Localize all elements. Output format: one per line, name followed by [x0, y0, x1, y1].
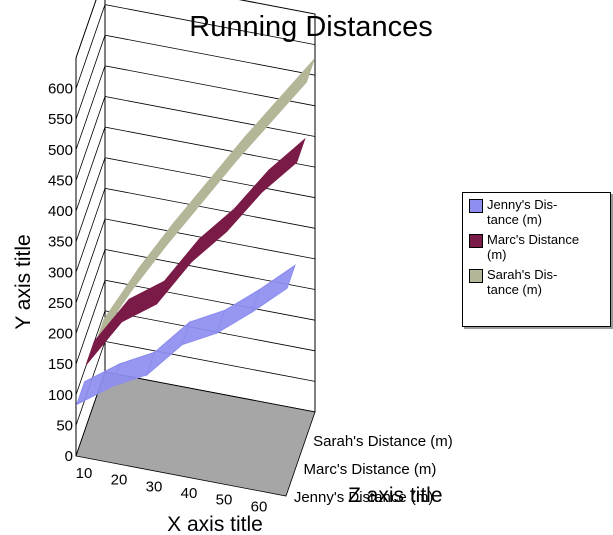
chart-title: Running Distances	[189, 11, 432, 43]
y-axis-title: Y axis title	[12, 234, 35, 329]
y-tick-label: 250	[48, 295, 73, 312]
series-1	[86, 137, 306, 365]
z-category-label: Sarah's Distance (m)	[313, 433, 453, 450]
legend-label-sarah-line2: tance (m)	[487, 282, 542, 297]
chart-floor	[75, 371, 316, 497]
gridline	[75, 218, 316, 304]
gridline	[75, 157, 316, 242]
legend: Jenny's Dis- tance (m) Marc's Distance (…	[462, 192, 611, 327]
gridline	[75, 310, 316, 395]
y-tick-label: 100	[48, 387, 73, 404]
ribbon-segment	[270, 59, 315, 122]
legend-swatch-jenny	[469, 199, 483, 213]
y-tick-label: 50	[56, 417, 73, 434]
z-axis-title: Z axis title	[348, 484, 443, 507]
y-tick-label: 200	[48, 326, 73, 343]
y-tick-label: 400	[48, 203, 73, 220]
floor-plane	[75, 371, 316, 497]
y-tick-label: 0	[65, 448, 73, 465]
x-tick-label: 20	[111, 472, 128, 489]
series-2	[95, 59, 315, 343]
x-tick-labels: 10 20 30 40 50 60	[76, 465, 268, 515]
legend-label-jenny-line2: tance (m)	[487, 212, 542, 227]
z-tick-labels: Jenny's Distance (m) Marc's Distance (m) S…	[294, 433, 453, 506]
back-wall	[104, 0, 316, 413]
z-category-label: Jenny's Distance (m)	[294, 489, 434, 506]
y-tick-labels: 0 50 100 150 200 250 300 350 400 450 500 550 600	[48, 81, 73, 465]
gridline	[75, 96, 316, 181]
y-tick-label: 600	[48, 81, 73, 98]
x-axis-title: X axis title	[167, 513, 263, 535]
legend-item-jenny: Jenny's Dis- tance (m)	[463, 197, 610, 227]
series-0	[75, 264, 296, 406]
ribbon-segment	[260, 137, 306, 195]
y-tick-label: 300	[48, 264, 73, 281]
y-tick-label: 450	[48, 172, 73, 189]
y-tick-label: 550	[48, 111, 73, 128]
legend-label-marc-line2: (m)	[487, 247, 507, 262]
series-layer	[75, 59, 315, 406]
x-tick-label: 50	[216, 492, 233, 509]
ribbon-segment	[250, 264, 296, 314]
gridline	[75, 34, 316, 120]
x-tick-label: 30	[146, 478, 163, 495]
legend-swatch-marc	[469, 234, 483, 248]
legend-item-sarah: Sarah's Dis- tance (m)	[463, 267, 610, 297]
x-tick-label: 40	[181, 485, 198, 502]
legend-swatch-sarah	[469, 269, 483, 283]
x-tick-label: 60	[251, 498, 268, 515]
gridline	[75, 65, 316, 150]
x-tick-label: 10	[76, 465, 93, 482]
y-tick-label: 500	[48, 142, 73, 159]
gridline	[75, 126, 316, 212]
z-category-label: Marc's Distance (m)	[304, 461, 437, 478]
y-tick-label: 350	[48, 234, 73, 251]
legend-label-jenny-line1: Jenny's Dis-	[487, 197, 558, 212]
legend-item-marc: Marc's Distance (m)	[463, 232, 610, 262]
legend-label-sarah-line1: Sarah's Dis-	[487, 267, 558, 282]
gridline	[75, 249, 316, 334]
gridline	[75, 4, 316, 89]
gridline	[75, 187, 316, 273]
legend-label-marc-line1: Marc's Distance	[487, 232, 580, 247]
y-tick-label: 150	[48, 356, 73, 373]
